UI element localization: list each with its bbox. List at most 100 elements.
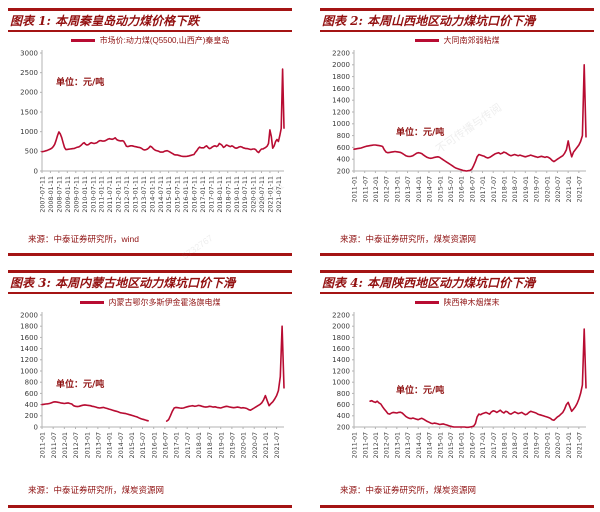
y-tick-label: 400	[25, 401, 38, 409]
x-tick-label: 2020-01-11	[251, 176, 258, 213]
y-tick-label: 2000	[332, 61, 350, 69]
x-tick-label: 2013-07	[405, 176, 412, 202]
source-note: 来源：中泰证券研究所，煤炭资源网	[28, 485, 165, 495]
y-tick-label: 1800	[332, 334, 350, 342]
y-tick-label: 1200	[20, 356, 38, 364]
y-tick-label: 1800	[332, 73, 350, 81]
divider	[320, 30, 594, 32]
divider	[320, 292, 594, 294]
x-tick-label: 2012-01	[62, 432, 69, 458]
y-tick-label: 1400	[332, 97, 350, 105]
x-tick-label: 2020-01	[544, 176, 551, 202]
x-tick-label: 2009-07-11	[73, 176, 80, 213]
x-tick-label: 2013-01-11	[132, 176, 139, 213]
x-tick-label: 2018-01	[502, 176, 509, 202]
divider	[8, 505, 292, 508]
line-chart-neimenggu: 2000180016001400120010008006004002000201…	[20, 311, 285, 458]
legend-label: 市场价:动力煤(Q5500,山西产)秦皇岛	[99, 36, 230, 45]
legend-line-swatch	[70, 39, 95, 42]
unit-label: 单位：元/吨	[396, 126, 444, 138]
x-tick-label: 2016-07	[469, 176, 476, 202]
legend-label: 陕西神木烟煤末	[443, 298, 500, 307]
y-tick-label: 2000	[332, 323, 350, 331]
x-tick-label: 2017-07	[185, 432, 192, 458]
divider	[8, 30, 292, 32]
x-tick-label: 2016-01	[459, 432, 466, 458]
x-tick-label: 2012-07-11	[124, 176, 131, 213]
y-tick-label: 0	[34, 423, 38, 431]
x-tick-label: 2020-01	[544, 432, 551, 458]
price-series-line	[369, 328, 587, 429]
y-tick-label: 600	[337, 144, 350, 152]
x-tick-label: 2014-07	[427, 432, 434, 458]
source-note: 来源：中泰证券研究所，煤炭资源网	[340, 485, 477, 495]
y-tick-label: 2500	[20, 69, 38, 77]
x-tick-label: 2021-01-11	[268, 176, 275, 213]
divider	[320, 505, 594, 508]
y-tick-label: 1200	[332, 108, 350, 116]
x-tick-label: 2021-07	[576, 432, 583, 458]
y-tick-label: 1600	[332, 345, 350, 353]
x-tick-label: 2014-01	[107, 432, 114, 458]
x-tick-label: 2014-07	[118, 432, 125, 458]
x-tick-label: 2017-01	[480, 432, 487, 458]
x-tick-label: 2016-07-11	[192, 176, 199, 213]
figure-title: 图表 4: 本周陕西地区动力煤坑口价下滑	[322, 276, 536, 290]
y-tick-label: 400	[337, 412, 350, 420]
y-tick-label: 200	[337, 167, 350, 175]
y-tick-label: 2000	[20, 89, 38, 97]
x-tick-label: 2011-07	[362, 432, 369, 458]
x-tick-label: 2013-01	[394, 432, 401, 458]
x-tick-label: 2018-01	[196, 432, 203, 458]
x-tick-label: 2014-01-11	[149, 176, 156, 213]
x-tick-label: 2021-07	[274, 432, 281, 458]
x-tick-label: 2013-07-11	[141, 176, 148, 213]
y-tick-label: 600	[337, 401, 350, 409]
x-tick-label: 2016-01	[151, 432, 158, 458]
x-tick-label: 2013-07	[95, 432, 102, 458]
x-tick-label: 2015-07-11	[175, 176, 182, 213]
line-chart-shaanxi: 2200 2000 1800 1600 1400 1200 1000 800 600 400 200…	[332, 311, 587, 458]
x-tick-label: 2012-01	[373, 432, 380, 458]
y-tick-label: 500	[25, 148, 38, 156]
figure-panel-1: 图表 1: 本周秦皇岛动力煤价格下跌 市场价:动力煤(Q5500,山西产)秦皇岛…	[8, 8, 292, 256]
legend-line-swatch	[414, 39, 439, 42]
y-tick-label: 800	[337, 390, 350, 398]
y-tick-label: 400	[337, 156, 350, 164]
y-tick-label: 0	[34, 167, 38, 175]
x-tick-label: 2021-01	[566, 176, 573, 202]
x-tick-label: 2015-01	[437, 432, 444, 458]
x-tick-label: 2018-01-11	[217, 176, 224, 213]
x-tick-label: 2017-01	[480, 176, 487, 202]
x-tick-label: 2010-07-11	[90, 176, 97, 213]
x-tick-label: 2012-01	[373, 176, 380, 202]
divider	[8, 8, 292, 11]
x-tick-label: 2013-01	[84, 432, 91, 458]
y-tick-label: 1000	[332, 379, 350, 387]
divider	[8, 270, 292, 273]
figure-panel-3: 图表 3: 本周内蒙古地区动力煤坑口价下滑 内蒙古鄂尔多斯伊金霍洛旗电煤 200…	[8, 270, 292, 508]
unit-label: 单位：元/吨	[396, 384, 444, 396]
legend-line-swatch	[79, 301, 104, 304]
y-tick-label: 800	[337, 132, 350, 140]
x-tick-label: 2018-07	[512, 432, 519, 458]
price-series-line	[41, 325, 285, 422]
x-tick-label: 2016-07	[469, 432, 476, 458]
legend: 陕西神木烟煤末	[320, 297, 594, 308]
x-tick-label: 2013-07	[405, 432, 412, 458]
divider	[320, 270, 594, 273]
x-tick-label: 2016-07	[162, 432, 169, 458]
legend-label: 内蒙古鄂尔多斯伊金霍洛旗电煤	[108, 298, 221, 307]
y-tick-label: 1000	[332, 120, 350, 128]
x-tick-label: 2011-07	[51, 432, 58, 458]
y-tick-label: 1800	[20, 323, 38, 331]
x-tick-label: 2017-01	[174, 432, 181, 458]
legend: 内蒙古鄂尔多斯伊金霍洛旗电煤	[8, 297, 292, 308]
x-tick-label: 2021-01	[566, 432, 573, 458]
unit-label: 单位：元/吨	[56, 378, 104, 390]
y-tick-label: 200	[25, 412, 38, 420]
y-tick-label: 800	[25, 379, 38, 387]
x-tick-label: 2020-07	[555, 176, 562, 202]
x-tick-label: 2014-01	[416, 432, 423, 458]
